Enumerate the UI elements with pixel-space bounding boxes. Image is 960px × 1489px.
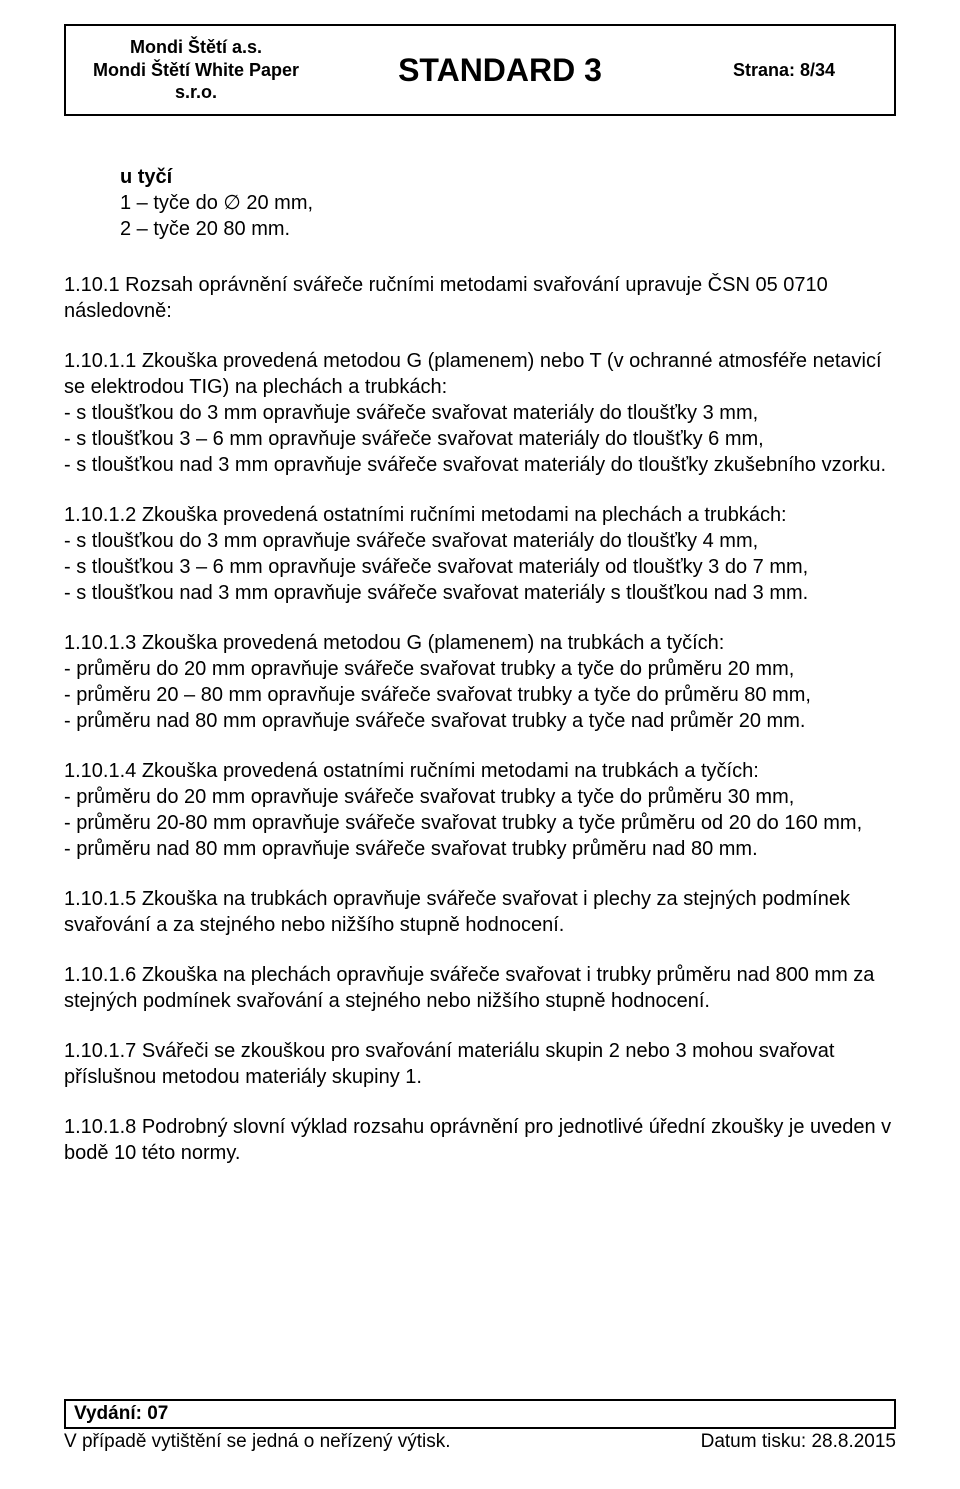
section-1-10-1-8: 1.10.1.8 Podrobný slovní výklad rozsahu …: [64, 1114, 896, 1166]
intro-heading: u tyčí: [120, 164, 896, 190]
section-1-10-1-2-b1: - s tloušťkou do 3 mm opravňuje svářeče …: [64, 528, 896, 554]
section-1-10-1-1-b3: - s tloušťkou nad 3 mm opravňuje svářeče…: [64, 452, 896, 478]
section-1-10-1-4-b1: - průměru do 20 mm opravňuje svářeče sva…: [64, 784, 896, 810]
section-1-10-1-3-head: 1.10.1.3 Zkouška provedená metodou G (pl…: [64, 630, 896, 656]
section-1-10-1-7: 1.10.1.7 Svářeči se zkouškou pro svařová…: [64, 1038, 896, 1090]
intro-line-2: 2 – tyče 20 80 mm.: [120, 216, 896, 242]
section-1-10-1-3-b2: - průměru 20 – 80 mm opravňuje svářeče s…: [64, 682, 896, 708]
footer-right: Datum tisku: 28.8.2015: [701, 1431, 896, 1453]
document-body: u tyčí 1 – tyče do ∅ 20 mm, 2 – tyče 20 …: [64, 164, 896, 1166]
intro-line-1: 1 – tyče do ∅ 20 mm,: [120, 190, 896, 216]
header-title: STANDARD 3: [326, 26, 674, 114]
section-1-10-1-2-b3: - s tloušťkou nad 3 mm opravňuje svářeče…: [64, 580, 896, 606]
section-1-10-1-4-b2: - průměru 20-80 mm opravňuje svářeče sva…: [64, 810, 896, 836]
company-line-2: Mondi Štětí White Paper: [93, 59, 299, 82]
section-1-10-1-4-b3: - průměru nad 80 mm opravňuje svářeče sv…: [64, 836, 896, 862]
footer: Vydání: 07 V případě vytištění se jedná …: [64, 1399, 896, 1453]
header-page: Strana: 8/34: [674, 26, 894, 114]
section-1-10-1-6: 1.10.1.6 Zkouška na plechách opravňuje s…: [64, 962, 896, 1014]
section-1-10-1: 1.10.1 Rozsah oprávnění svářeče ručními …: [64, 272, 896, 324]
footer-edition: Vydání: 07: [64, 1399, 896, 1429]
section-1-10-1-4-head: 1.10.1.4 Zkouška provedená ostatními ruč…: [64, 758, 896, 784]
company-line-3: s.r.o.: [175, 81, 217, 104]
section-1-10-1-2-head: 1.10.1.2 Zkouška provedená ostatními ruč…: [64, 502, 896, 528]
section-1-10-1-5: 1.10.1.5 Zkouška na trubkách opravňuje s…: [64, 886, 896, 938]
section-1-10-1-2-b2: - s tloušťkou 3 – 6 mm opravňuje svářeče…: [64, 554, 896, 580]
section-1-10-1-1-b2: - s tloušťkou 3 – 6 mm opravňuje svářeče…: [64, 426, 896, 452]
footer-left: V případě vytištění se jedná o neřízený …: [64, 1431, 451, 1453]
header-box: Mondi Štětí a.s. Mondi Štětí White Paper…: [64, 24, 896, 116]
section-1-10-1-1-head: 1.10.1.1 Zkouška provedená metodou G (pl…: [64, 348, 896, 400]
section-1-10-1-1-b1: - s tloušťkou do 3 mm opravňuje svářeče …: [64, 400, 896, 426]
section-1-10-1-3-b3: - průměru nad 80 mm opravňuje svářeče sv…: [64, 708, 896, 734]
header-company: Mondi Štětí a.s. Mondi Štětí White Paper…: [66, 26, 326, 114]
section-1-10-1-3-b1: - průměru do 20 mm opravňuje svářeče sva…: [64, 656, 896, 682]
company-line-1: Mondi Štětí a.s.: [130, 36, 262, 59]
